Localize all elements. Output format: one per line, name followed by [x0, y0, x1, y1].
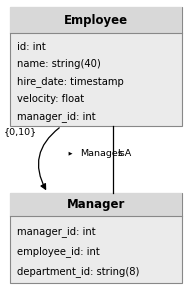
Text: Manages: Manages [80, 149, 123, 158]
Text: id: int: id: int [17, 41, 46, 52]
FancyBboxPatch shape [10, 7, 182, 126]
Text: velocity: float: velocity: float [17, 94, 84, 104]
Text: {0,10}: {0,10} [4, 128, 37, 137]
Text: manager_id: int: manager_id: int [17, 111, 96, 122]
FancyBboxPatch shape [10, 7, 182, 33]
FancyBboxPatch shape [10, 193, 182, 283]
Text: Manager: Manager [67, 198, 125, 211]
Text: hire_date: timestamp: hire_date: timestamp [17, 76, 124, 87]
Text: manager_id: int: manager_id: int [17, 226, 96, 237]
Text: employee_id: int: employee_id: int [17, 246, 100, 257]
Text: name: string(40): name: string(40) [17, 59, 101, 69]
Text: department_id: string(8): department_id: string(8) [17, 266, 140, 277]
Text: Employee: Employee [64, 14, 128, 27]
Text: IsA: IsA [117, 149, 131, 158]
FancyBboxPatch shape [10, 193, 182, 216]
